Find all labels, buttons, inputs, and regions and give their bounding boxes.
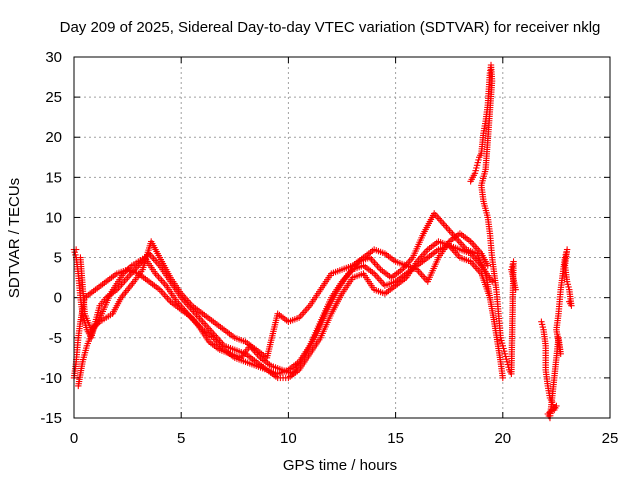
data-point (512, 286, 519, 293)
y-tick-label: 0 (54, 290, 62, 307)
x-tick-label: 0 (70, 430, 78, 447)
y-tick-label: 15 (45, 169, 62, 186)
x-tick-label: 20 (494, 430, 511, 447)
y-tick-label: -5 (49, 330, 62, 347)
x-tick-label: 10 (280, 430, 297, 447)
x-tick-label: 5 (177, 430, 185, 447)
data-point (484, 262, 491, 269)
y-axis-label: SDTVAR / TECUs (6, 178, 23, 298)
plot-frame (73, 56, 611, 419)
data-point (499, 374, 506, 382)
y-tick-label: 30 (45, 49, 62, 66)
grid-lines (74, 57, 610, 418)
x-axis-label: GPS time / hours (283, 457, 397, 474)
y-tick-label: 10 (45, 209, 62, 226)
data-point (488, 278, 496, 285)
y-tick-label: -15 (40, 410, 62, 427)
x-tick-label: 25 (602, 430, 619, 447)
chart-title: Day 209 of 2025, Sidereal Day-to-day VTE… (60, 19, 601, 36)
y-tick-label: -10 (40, 370, 62, 387)
data-points (70, 61, 575, 422)
y-tick-label: 20 (45, 129, 62, 146)
y-tick-label: 5 (54, 250, 62, 267)
data-point (566, 298, 573, 305)
y-tick-label: 25 (45, 89, 62, 106)
data-point (486, 294, 494, 301)
x-tick-label: 15 (387, 430, 404, 447)
